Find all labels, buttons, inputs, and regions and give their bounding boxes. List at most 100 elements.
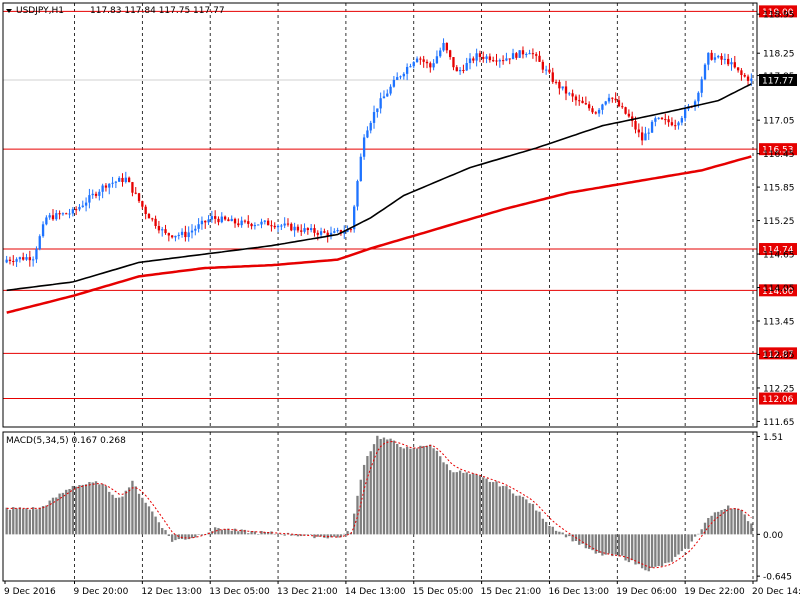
candle-body	[750, 78, 753, 81]
macd-bar	[170, 534, 174, 542]
candle-body	[680, 118, 683, 123]
macd-bar	[554, 530, 558, 535]
macd-bar	[495, 481, 498, 535]
time-tick-label: 14 Dec 13:00	[345, 587, 406, 597]
candle-body	[197, 224, 200, 229]
price-tick-label: 117.05	[763, 117, 795, 127]
candle-body	[207, 219, 210, 223]
candle-body	[472, 58, 475, 61]
candle-body	[644, 133, 647, 141]
macd-bar	[124, 490, 127, 535]
macd-bar	[167, 534, 170, 537]
candle-body	[300, 230, 303, 232]
candle-body	[442, 42, 445, 51]
candle-body	[240, 220, 243, 226]
macd-bar	[439, 456, 442, 535]
panel-frames	[2, 2, 758, 582]
candle-body	[621, 106, 624, 108]
macd-bar	[508, 489, 511, 535]
candle-body	[61, 213, 65, 215]
macd-bar	[535, 510, 538, 535]
candle-body	[412, 62, 415, 67]
candle-body	[35, 249, 38, 260]
candle-body	[429, 63, 432, 68]
candle-body	[717, 55, 720, 58]
macd-bar	[55, 497, 58, 535]
ohlc-label: 117.83 117.84 117.75 117.77	[90, 6, 225, 16]
macd-bar	[581, 534, 584, 544]
candle-body	[399, 76, 402, 78]
candle-body	[578, 100, 581, 102]
fast-ma-line	[6, 83, 752, 292]
macd-bar	[359, 479, 362, 535]
level-price-tag: 114.00	[759, 284, 797, 297]
candle-body	[84, 202, 88, 206]
macd-bar	[41, 506, 45, 535]
candle-body	[51, 215, 55, 220]
macd-bar	[362, 464, 366, 535]
macd-bar	[449, 470, 452, 535]
level-price-tag: 116.53	[759, 143, 797, 156]
candle-body	[419, 58, 422, 60]
candle-body	[683, 109, 687, 119]
candle-body	[396, 77, 399, 80]
macd-panel-frame	[2, 431, 758, 582]
macd-bar	[220, 529, 223, 535]
dropdown-triangle-icon[interactable]	[6, 9, 12, 13]
candle-body	[617, 100, 621, 107]
macd-bar	[703, 522, 707, 535]
macd-bar	[353, 513, 356, 535]
candle-body	[657, 117, 660, 119]
candle-body	[121, 177, 124, 182]
macd-tick-label: 0.00	[763, 531, 783, 541]
macd-bar	[141, 497, 144, 535]
macd-bar	[253, 531, 257, 535]
candle-body	[710, 52, 713, 60]
macd-bar	[720, 510, 723, 535]
candle-body	[650, 121, 654, 133]
macd-bar	[5, 507, 8, 535]
candle-body	[359, 156, 362, 182]
macd-bar	[640, 534, 644, 569]
macd-bar	[713, 512, 717, 535]
candle-body	[161, 229, 164, 231]
macd-bar	[717, 511, 720, 535]
time-tick-label: 16 Dec 13:00	[548, 587, 609, 597]
macd-bar	[458, 470, 462, 535]
macd-bar	[683, 534, 687, 549]
macd-bar	[61, 492, 65, 535]
candle-body	[392, 79, 396, 87]
price-tick-label: 118.25	[763, 50, 795, 60]
time-tick-label: 12 Dec 13:00	[141, 587, 202, 597]
macd-bar	[518, 495, 521, 535]
candle-body	[362, 137, 366, 157]
macd-bar	[174, 534, 177, 541]
macd-bar	[197, 534, 200, 535]
macd-bar	[505, 486, 508, 535]
candle-body	[597, 109, 601, 114]
macd-bar	[710, 515, 713, 535]
candle-body	[28, 257, 31, 261]
candle-body	[535, 54, 538, 56]
macd-bar	[329, 534, 333, 538]
macd-bar	[392, 440, 396, 535]
horizontal-levels: 119.00 116.53 114.74 114.00 112.87 112.06	[3, 5, 797, 405]
time-tick-label: 9 Dec 2016	[4, 587, 56, 597]
candle-body	[12, 260, 15, 262]
level-price-tag: 114.74	[759, 243, 797, 256]
candle-body	[720, 55, 723, 60]
candle-body	[180, 231, 184, 235]
candle-body	[223, 216, 227, 220]
candle-body	[521, 50, 525, 55]
macd-bar	[396, 443, 399, 535]
candle-body	[501, 60, 505, 62]
macd-bar	[455, 472, 458, 535]
macd-bar	[127, 487, 131, 535]
candle-body	[55, 213, 58, 220]
candle-body	[210, 216, 214, 220]
macd-bar	[435, 450, 439, 535]
macd-tick-label: -0.645	[763, 573, 792, 583]
candle-body	[445, 42, 449, 51]
price-tick-label: 113.45	[763, 318, 795, 328]
macd-bar	[548, 525, 551, 535]
